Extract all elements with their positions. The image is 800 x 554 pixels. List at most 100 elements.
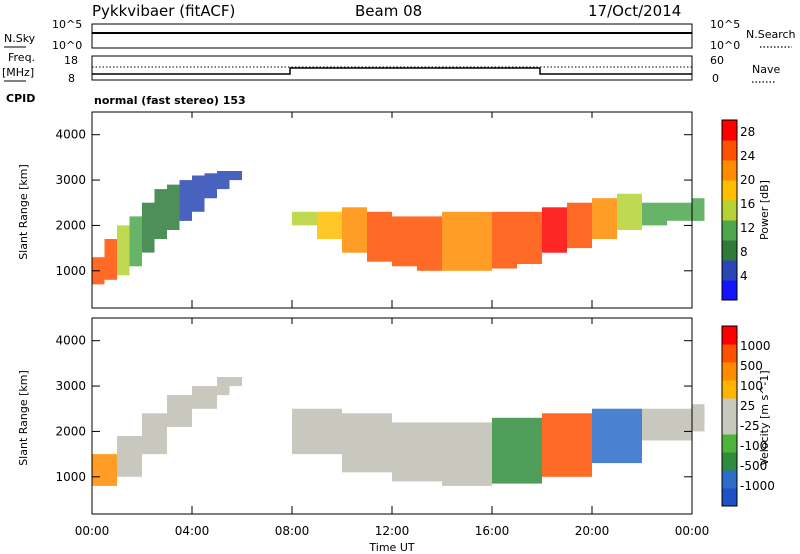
- velocity-ytick-label-0: 1000: [55, 470, 86, 484]
- xtick-label-1: 04:00: [175, 524, 210, 538]
- power-series-0-cell-3: [129, 216, 142, 267]
- velocity-colorbar-segment-9: [722, 326, 737, 345]
- velocity-series-0-cell-2: [142, 413, 167, 455]
- power-series-1-cell-15: [667, 202, 692, 221]
- nsearch-tick-high: 10^5: [710, 18, 740, 31]
- velocity-series-0-cell-3: [167, 395, 192, 427]
- xtick-label-4: 16:00: [475, 524, 510, 538]
- velocity-series-0-cell-5: [217, 377, 230, 396]
- velocity-series-1-cell-6: [592, 408, 642, 464]
- power-series-0-cell-7: [179, 180, 192, 221]
- power-colorbar-tick-2: 12: [740, 221, 755, 235]
- xtick-label-5: 20:00: [575, 524, 610, 538]
- velocity-ytick-label-3: 4000: [55, 334, 86, 348]
- velocity-colorbar-tick-5: -100: [740, 439, 767, 453]
- power-colorbar-tick-6: 28: [740, 125, 755, 139]
- velocity-colorbar-segment-7: [722, 362, 737, 381]
- velocity-series-1-cell-2: [392, 422, 442, 482]
- power-colorbar-tick-1: 8: [740, 245, 748, 259]
- velocity-series-0-cell-1: [117, 436, 142, 477]
- power-colorbar-segment-8: [722, 120, 737, 141]
- power-series-1-cell-0: [292, 211, 317, 226]
- power-series-0-cell-9: [204, 173, 217, 199]
- station-title: Pykkvibaer (fitACF): [92, 2, 235, 20]
- power-series-0-cell-2: [117, 225, 130, 276]
- velocity-series-1-cell-7: [642, 408, 692, 441]
- xtick-label-6: 00:00: [675, 524, 710, 538]
- velocity-series-0-cell-6: [229, 377, 242, 387]
- velocity-colorbar-segment-0: [722, 488, 737, 507]
- nsky-panel-frame: [91, 23, 693, 49]
- power-ytick-label-0: 1000: [55, 264, 86, 278]
- nave-tick-low: 0: [712, 72, 719, 85]
- freq-label: Freq.: [8, 51, 35, 64]
- power-series-1-cell-2: [342, 207, 367, 253]
- power-ytick-label-3: 4000: [55, 128, 86, 142]
- velocity-colorbar-segment-8: [722, 344, 737, 363]
- velocity-colorbar-segment-2: [722, 452, 737, 471]
- power-series-1-cell-11: [567, 202, 592, 249]
- velocity-ylabel: Slant Range [km]: [17, 370, 30, 466]
- power-series-0-cell-10: [217, 171, 230, 190]
- xtick-label-0: 00:00: [75, 524, 110, 538]
- nave-tick-high: 60: [710, 54, 724, 67]
- nsky-label: N.Sky: [4, 32, 36, 45]
- power-series-1-cell-6: [442, 211, 467, 271]
- power-colorbar-segment-3: [722, 220, 737, 241]
- xtick-label-2: 08:00: [275, 524, 310, 538]
- xaxis-label: Time UT: [368, 541, 414, 554]
- velocity-colorbar-tick-0: 1000: [740, 339, 771, 353]
- velocity-colorbar-segment-1: [722, 470, 737, 489]
- power-colorbar-segment-7: [722, 140, 737, 161]
- power-colorbar-segment-0: [722, 280, 737, 301]
- velocity-series-1-cell-5: [542, 413, 592, 477]
- date-title: 17/Oct/2014: [588, 2, 681, 20]
- velocity-series-0-cell-0: [92, 454, 117, 486]
- cpid-text: normal (fast stereo) 153: [94, 94, 246, 107]
- velocity-ytick-label-1: 2000: [55, 424, 86, 438]
- power-series-1-cell-10: [542, 207, 567, 253]
- power-ylabel: Slant Range [km]: [17, 164, 30, 260]
- power-colorbar-tick-4: 20: [740, 173, 755, 187]
- velocity-series-0-cell-4: [192, 386, 217, 409]
- freq-trace: [92, 67, 692, 75]
- cpid-label: CPID: [6, 92, 35, 105]
- velocity-colorbar-tick-3: 25: [740, 399, 755, 413]
- freq-panel-frame: [91, 55, 693, 81]
- velocity-colorbar-tick-4: -25: [740, 419, 760, 433]
- power-series-1-cell-14: [642, 202, 667, 226]
- freq-unit: [MHz]: [2, 66, 34, 79]
- velocity-colorbar-tick-2: 100: [740, 379, 763, 393]
- power-series-0-cell-11: [229, 171, 242, 181]
- power-series-1-cell-3: [367, 211, 392, 262]
- velocity-colorbar-segment-5: [722, 398, 737, 417]
- velocity-colorbar-tick-7: -1000: [740, 479, 775, 493]
- velocity-series-1-cell-1: [342, 413, 392, 473]
- velocity-ytick-label-2: 3000: [55, 379, 86, 393]
- freq-tick-low: 8: [68, 72, 75, 85]
- nave-label: Nave: [752, 63, 780, 76]
- power-colorbar-segment-5: [722, 180, 737, 201]
- xtick-label-3: 12:00: [375, 524, 410, 538]
- power-colorbar-tick-3: 16: [740, 197, 755, 211]
- velocity-colorbar-tick-6: -500: [740, 459, 767, 473]
- power-colorbar-segment-2: [722, 240, 737, 261]
- power-ytick-label-1: 2000: [55, 218, 86, 232]
- power-series-1-cell-8: [492, 211, 517, 269]
- velocity-series-1-cell-4: [492, 417, 542, 484]
- velocity-colorbar-segment-6: [722, 380, 737, 399]
- power-series-0-cell-1: [104, 239, 117, 280]
- power-ytick-label-2: 3000: [55, 173, 86, 187]
- power-series-1-cell-9: [517, 211, 542, 264]
- power-colorbar-segment-4: [722, 200, 737, 221]
- power-series-0-cell-4: [142, 202, 155, 253]
- velocity-series-1-cell-8: [692, 404, 705, 432]
- power-series-0-cell-8: [192, 175, 205, 212]
- power-series-1-cell-1: [317, 211, 342, 239]
- power-series-1-cell-16: [692, 198, 705, 221]
- velocity-colorbar-segment-3: [722, 434, 737, 453]
- power-colorbar-label: Power [dB]: [758, 180, 771, 240]
- nsearch-tick-low: 10^0: [710, 39, 740, 52]
- power-colorbar-tick-5: 24: [740, 149, 755, 163]
- power-series-1-cell-7: [467, 211, 492, 271]
